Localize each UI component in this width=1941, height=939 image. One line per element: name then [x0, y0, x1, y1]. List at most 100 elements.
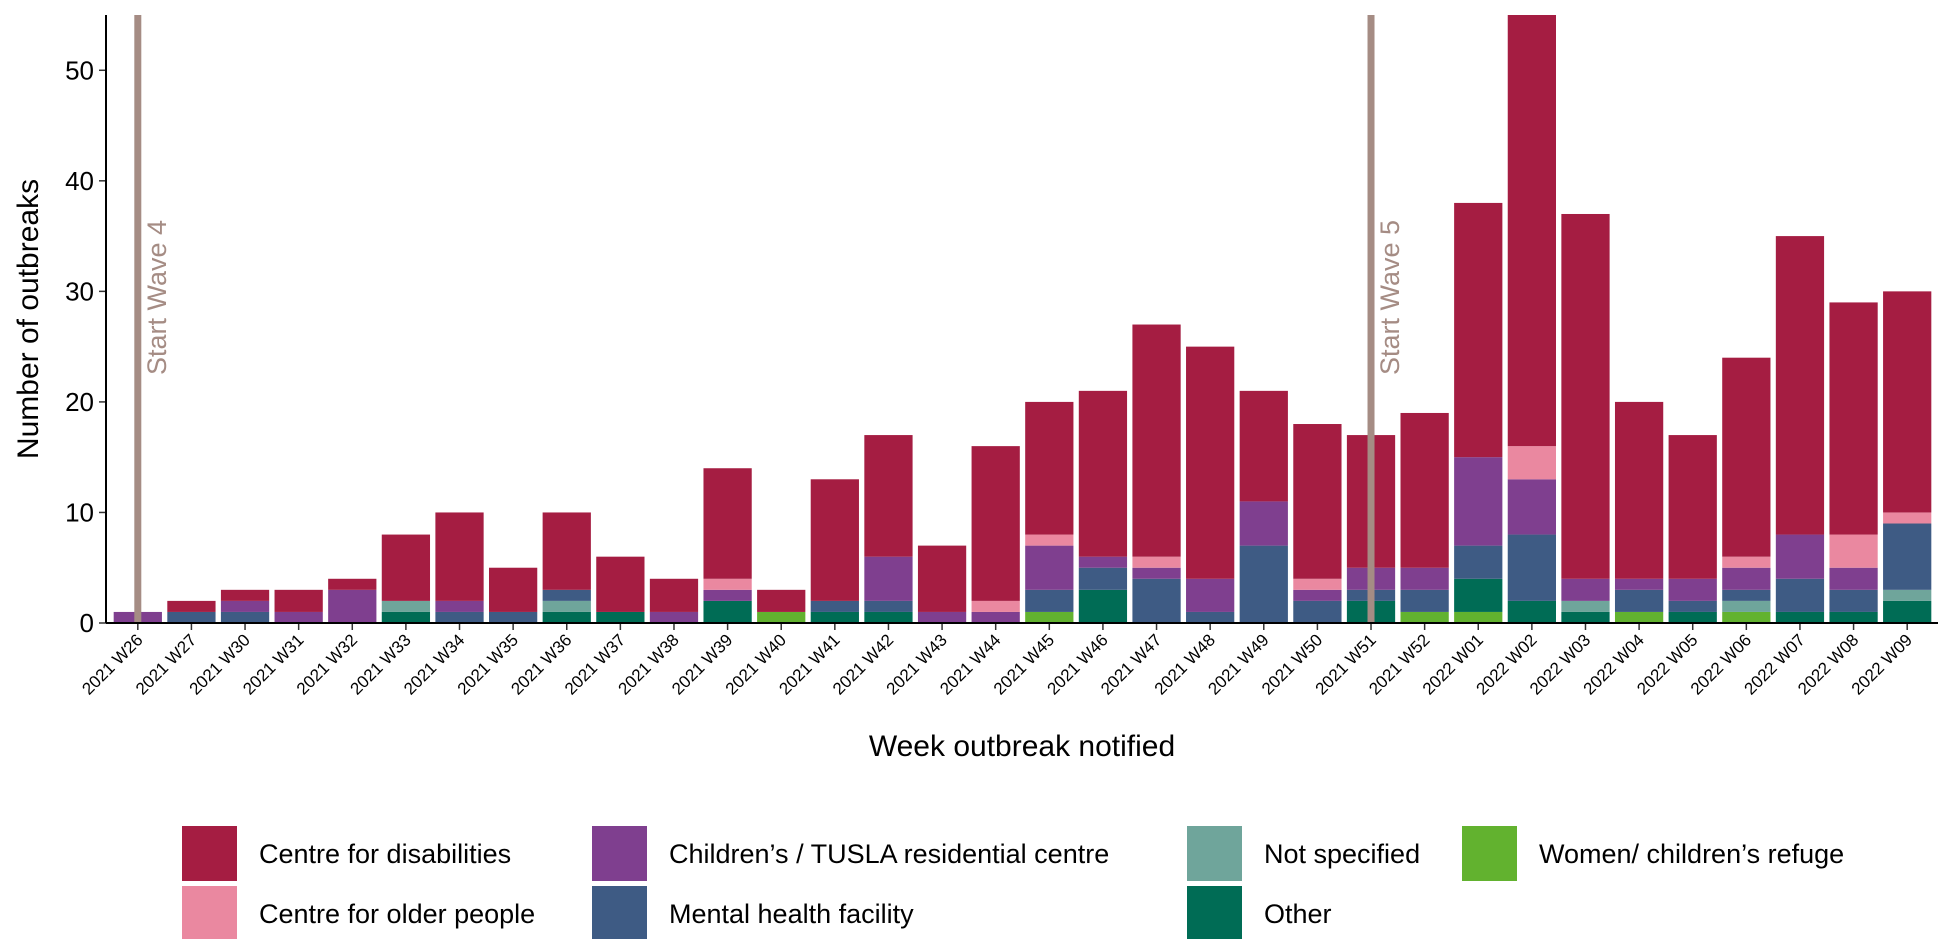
- bar-segment: [1614, 611, 1664, 623]
- y-tick-label: 40: [65, 166, 94, 196]
- bar-segment: [274, 589, 323, 612]
- bar-segment: [1561, 611, 1610, 623]
- bar-segment: [1078, 390, 1128, 557]
- bar-segment: [1025, 589, 1074, 612]
- legend-label: Other: [1264, 899, 1332, 929]
- bar-segment: [381, 611, 431, 623]
- bar-segment: [1507, 600, 1556, 623]
- bar-segment: [1722, 556, 1771, 568]
- bar-segment: [167, 600, 216, 612]
- bar-segment: [864, 435, 913, 557]
- y-axis-title: Number of outbreaks: [12, 179, 45, 459]
- bar-segment: [864, 556, 913, 601]
- bar-segment: [971, 446, 1020, 601]
- bar-segment: [542, 589, 591, 601]
- legend-label: Children’s / TUSLA residential centre: [669, 839, 1109, 869]
- bar-segment: [435, 611, 484, 623]
- bar-segment: [435, 512, 484, 601]
- bar-segment: [167, 611, 216, 623]
- bar-segment: [1025, 611, 1074, 623]
- bar-segment: [1722, 589, 1771, 601]
- bar-segment: [1186, 611, 1235, 623]
- bar-segment: [220, 589, 270, 601]
- legend-swatch: [1187, 886, 1242, 939]
- bar-segment: [757, 589, 806, 612]
- bar-segment: [703, 578, 752, 590]
- bar-segment: [917, 611, 967, 623]
- bar-segment: [810, 479, 859, 601]
- legend-label: Women/ children’s refuge: [1539, 839, 1844, 869]
- bar-segment: [489, 567, 538, 612]
- legend-swatch: [592, 826, 647, 881]
- bar-segment: [1561, 213, 1610, 579]
- bar-segment: [1883, 291, 1932, 513]
- bar-segment: [971, 600, 1020, 612]
- bar-segment: [1829, 534, 1878, 568]
- legend-label: Centre for disabilities: [259, 839, 511, 869]
- bar-segment: [1614, 589, 1664, 612]
- bar-segment: [864, 600, 913, 612]
- bar-segment: [1614, 401, 1664, 579]
- y-tick-label: 50: [65, 55, 94, 85]
- bar-segment: [1293, 424, 1342, 579]
- bar-segment: [703, 600, 752, 623]
- bar-segment: [757, 611, 806, 623]
- bar-segment: [1722, 357, 1771, 557]
- bar-segment: [1239, 545, 1288, 623]
- bar-segment: [1454, 545, 1503, 579]
- legend-swatch: [182, 826, 237, 881]
- bar-segment: [1239, 501, 1288, 546]
- bar-segment: [1454, 457, 1503, 546]
- bar-segment: [1400, 412, 1449, 568]
- legend-label: Centre for older people: [259, 899, 535, 929]
- bar-segment: [542, 600, 591, 612]
- bar-segment: [1078, 567, 1128, 590]
- bar-segment: [1400, 567, 1449, 590]
- bar-segment: [1025, 534, 1074, 546]
- bar-segment: [381, 600, 431, 612]
- bar-segment: [1829, 302, 1878, 535]
- bar-segment: [649, 578, 699, 612]
- bar-segment: [1078, 556, 1128, 568]
- bar-segment: [1883, 589, 1932, 601]
- bar-segment: [1883, 600, 1932, 623]
- bar-segment: [596, 556, 645, 612]
- bar-segment: [1507, 534, 1556, 601]
- bar-segment: [328, 589, 377, 623]
- bar-segment: [381, 534, 431, 601]
- bar-segment: [1507, 15, 1556, 447]
- bar-segment: [1561, 600, 1610, 612]
- bar-segment: [971, 611, 1020, 623]
- bar-segment: [435, 600, 484, 612]
- bar-segment: [810, 611, 859, 623]
- bar-segment: [1775, 578, 1825, 612]
- bar-segment: [542, 611, 591, 623]
- bar-segment: [1668, 611, 1717, 623]
- y-tick-label: 30: [65, 276, 94, 306]
- bar-segment: [1668, 435, 1717, 579]
- bar-segment: [220, 600, 270, 612]
- bar-segment: [1454, 611, 1503, 623]
- bar-segment: [1132, 556, 1181, 568]
- x-axis-title: Week outbreak notified: [869, 730, 1175, 763]
- bar-segment: [703, 589, 752, 601]
- bar-segment: [596, 611, 645, 623]
- bar-segment: [1132, 567, 1181, 579]
- legend-swatch: [1187, 826, 1242, 881]
- bar-segment: [1454, 202, 1503, 458]
- bar-segment: [1775, 236, 1825, 535]
- bar-segment: [1507, 479, 1556, 535]
- bar-segment: [1132, 324, 1181, 557]
- bar-segment: [1775, 534, 1825, 579]
- bar-segment: [649, 611, 699, 623]
- bar-segment: [1614, 578, 1664, 590]
- wave-label: Start Wave 4: [142, 220, 172, 375]
- bar-segment: [1883, 512, 1932, 524]
- bar-segment: [489, 611, 538, 623]
- bar-segment: [703, 468, 752, 579]
- bar-segment: [1186, 578, 1235, 612]
- bar-segment: [1293, 578, 1342, 590]
- bar-segment: [1400, 589, 1449, 612]
- bar-segment: [1722, 567, 1771, 590]
- bar-segment: [1400, 611, 1449, 623]
